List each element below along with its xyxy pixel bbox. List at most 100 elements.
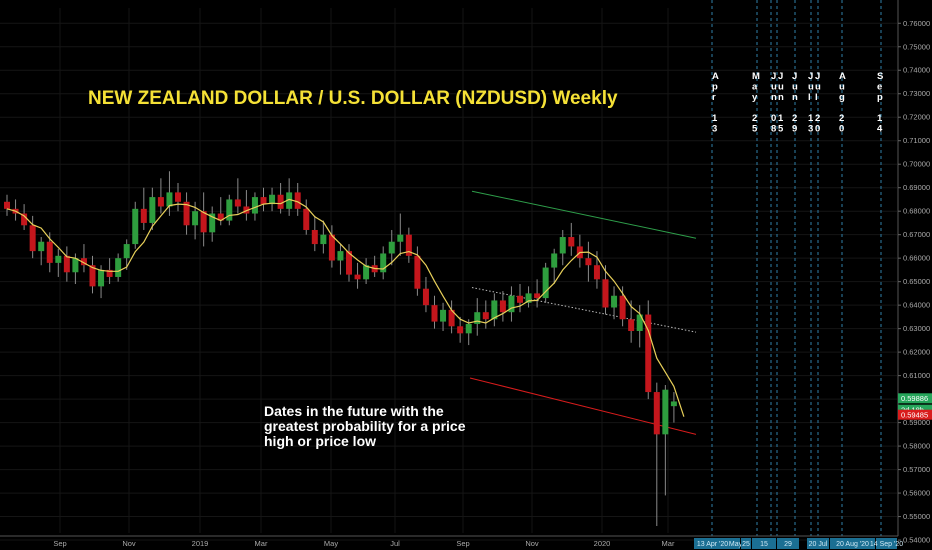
candle-up: [286, 192, 293, 209]
y-tick-label: 0.64000: [903, 301, 930, 310]
candle-down: [568, 237, 575, 247]
candle-down: [457, 326, 464, 334]
candle-up: [559, 237, 566, 254]
candle-down: [260, 197, 267, 205]
future-date-char: 2: [752, 113, 757, 124]
future-date-axis-box: [807, 538, 829, 549]
y-tick-label: 0.55000: [903, 512, 930, 521]
candle-down: [89, 265, 96, 287]
candle-down: [157, 197, 164, 207]
future-date-char: 2: [839, 113, 844, 124]
candle-up: [320, 234, 327, 245]
candle-up: [98, 269, 105, 287]
candle-up: [508, 295, 515, 313]
candle-down: [175, 192, 181, 202]
future-date-char: 1: [712, 113, 718, 124]
candle-down: [200, 211, 207, 233]
future-date-axis-box: [741, 538, 751, 549]
future-date-axis-label: 20 Aug '20: [836, 541, 869, 548]
time-axis[interactable]: Sep Nov 2019 Mar May Jul Sep Nov 2020 Mar 13 Apr '…: [0, 535, 903, 549]
future-date-char: J: [808, 71, 813, 82]
x-tick-label: Nov: [122, 539, 136, 548]
future-date-char: u: [778, 82, 784, 93]
future-date-axis-box: [777, 538, 799, 549]
future-date-char: 0: [839, 124, 844, 135]
candle-down: [80, 258, 87, 266]
candle-up: [491, 300, 498, 320]
y-tick-label: 0.68000: [903, 207, 930, 216]
future-date-char: J: [778, 71, 783, 82]
y-tick-label: 0.73000: [903, 89, 930, 98]
candle-down: [354, 274, 361, 280]
candle-down: [414, 255, 421, 289]
candle-up: [38, 241, 45, 252]
future-date-char: g: [839, 92, 845, 103]
candle-down: [234, 199, 241, 207]
future-date-char: 0: [815, 124, 820, 135]
y-tick-label: 0.57000: [903, 465, 930, 474]
future-date-char: y: [752, 92, 758, 103]
future-date-axis-label: May: [729, 541, 743, 548]
future-date-axis-label: 14 Sep '20: [870, 541, 903, 548]
candle-up: [551, 253, 558, 268]
future-date-axis-label: 29: [784, 541, 792, 548]
future-date-axis-box: [830, 538, 875, 549]
y-tick-label: 0.62000: [903, 348, 930, 357]
future-date-char: u: [771, 82, 777, 93]
future-date-axis-label: 20 Jul: [809, 541, 828, 548]
y-tick-label: 0.61000: [903, 371, 930, 380]
candle-down: [645, 314, 652, 393]
trendline: [471, 287, 697, 333]
candle-down: [21, 213, 28, 226]
candle-up: [72, 258, 79, 273]
candle-down: [499, 300, 506, 313]
trendline: [471, 190, 697, 239]
candle-up: [465, 323, 472, 334]
candle-down: [593, 265, 600, 280]
y-tick-label: 0.69000: [903, 183, 930, 192]
x-tick-label: Sep: [53, 539, 66, 548]
future-date-char: 4: [877, 124, 883, 135]
future-date-char: 3: [808, 124, 813, 135]
candle-up: [226, 199, 233, 221]
future-date-char: l: [815, 92, 818, 103]
candle-up: [388, 241, 395, 254]
candle-up: [662, 389, 669, 435]
candle-down: [422, 288, 429, 306]
future-date-axis-label: 25: [742, 541, 750, 548]
future-date-char: 1: [877, 113, 883, 124]
plot-background: [0, 8, 897, 533]
candle-down: [106, 269, 113, 277]
future-date-char: A: [839, 71, 846, 82]
candle-down: [653, 392, 660, 435]
future-date-char: u: [792, 82, 798, 93]
y-tick-label: 0.58000: [903, 442, 930, 451]
future-date-char: J: [771, 71, 776, 82]
future-date-char: u: [815, 82, 821, 93]
candle-up: [363, 265, 370, 280]
x-tick-label: Sep: [456, 539, 469, 548]
future-date-char: J: [792, 71, 797, 82]
future-date-char: 9: [792, 124, 797, 135]
candle-up: [132, 208, 139, 245]
future-date-axis-box: [731, 538, 740, 549]
price-axis[interactable]: 0.76000 0.75000 0.74000 0.73000 0.72000 0.710…: [897, 0, 932, 550]
chart-annotation: Dates in the future with the greatest pr…: [264, 403, 466, 449]
future-date-char: 1: [778, 113, 784, 124]
future-date-char: A: [712, 71, 719, 82]
candle-down: [277, 194, 284, 209]
candle-down: [346, 251, 352, 275]
moving-average-line: [6, 198, 685, 417]
future-date-axis-box: [694, 538, 731, 549]
candle-up: [149, 197, 156, 223]
future-date-char: 8: [771, 124, 776, 135]
price-label-text: 0.59886: [901, 394, 928, 403]
future-date-char: u: [839, 82, 845, 93]
future-date-char: n: [771, 92, 777, 103]
candle-down: [619, 295, 626, 320]
y-tick-label: 0.75000: [903, 42, 930, 51]
future-date-char: p: [877, 92, 883, 103]
candle-up: [337, 251, 344, 261]
candle-down: [534, 293, 541, 299]
